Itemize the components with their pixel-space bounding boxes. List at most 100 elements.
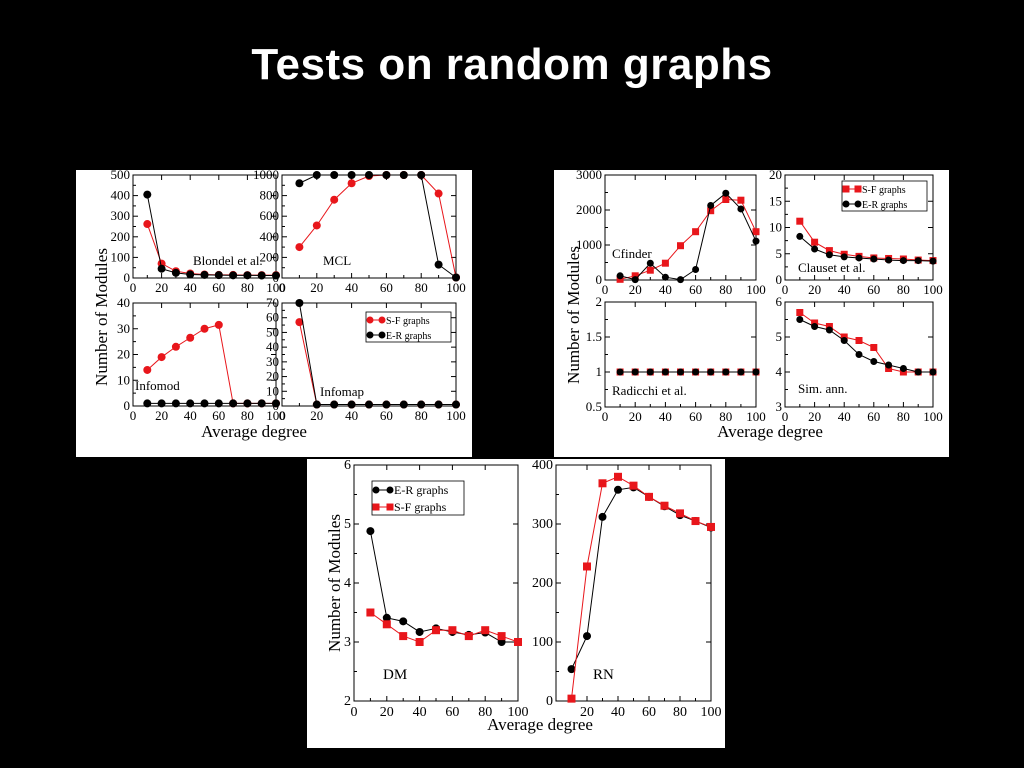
x-tick-label: 60 [642,705,656,720]
y-tick-label: 200 [532,576,553,591]
data-point [752,228,760,236]
x-tick-label: 80 [719,409,732,424]
data-point [616,272,624,280]
legend-marker [366,331,374,339]
series-line-1 [571,476,712,699]
y-tick-label: 30 [117,321,130,336]
legend-marker [386,503,394,511]
data-point [214,399,223,408]
y-tick-label: 2 [344,694,351,709]
data-point [660,501,669,510]
x-tick-label: 100 [446,280,466,295]
y-tick-label: 0 [124,270,131,285]
series-line-1 [370,612,519,643]
data-point [737,205,745,213]
data-point [330,195,339,204]
x-tick-label: 80 [241,280,254,295]
x-tick-label: 40 [184,280,197,295]
method-label: Radicchi et al. [612,383,687,398]
y-tick-label: 400 [532,459,553,473]
data-point [257,399,266,408]
data-point [415,638,424,646]
x-tick-label: 20 [629,409,642,424]
y-tick-label: 10 [769,220,782,235]
x-tick-label: 80 [719,282,732,297]
data-point [645,492,653,501]
method-label: Cfinder [612,246,652,261]
data-point [899,368,907,376]
method-label: Sim. ann. [798,381,847,396]
legend-marker [386,486,394,494]
series-line-1 [298,302,456,406]
data-point [811,323,819,330]
data-point [497,632,506,641]
y-tick-label: 400 [260,229,280,244]
data-point [811,245,819,253]
legend-marker [854,185,862,193]
y-tick-label: 1000 [253,170,279,182]
data-point [583,632,591,641]
data-point [481,626,490,635]
data-point [200,270,209,279]
y-tick-label: 40 [117,295,130,310]
x-tick-label: 60 [212,408,225,423]
data-point [567,694,576,703]
y-tick-label: 0.5 [586,399,602,414]
y-tick-label: 40 [266,339,279,354]
x-tick-label: 60 [380,280,393,295]
data-point [229,271,238,280]
data-point [143,399,152,408]
data-point [692,368,700,376]
y-tick-label: 0 [596,272,603,287]
x-tick-label: 60 [867,409,880,424]
data-point [661,368,669,376]
y-tick-label: 60 [266,310,279,325]
data-point [646,368,654,376]
data-point [295,243,304,252]
data-point [811,238,819,246]
y-tick-label: 400 [111,188,131,203]
y-tick-label: 5 [344,517,351,532]
x-axis-label: Average degree [717,422,823,441]
legend-label: E-R graphs [386,331,431,342]
data-point [914,368,922,376]
y-tick-label: 20 [117,347,130,362]
plot-frame [604,174,757,281]
data-point [171,342,180,351]
data-point [399,617,408,626]
data-point [434,260,443,269]
x-tick-label: 0 [602,282,609,297]
series-line-0 [369,530,518,643]
data-point [752,237,760,245]
data-point [692,266,700,273]
y-tick-label: 600 [260,208,280,223]
x-axis-label: Average degree [201,422,307,441]
data-point [432,626,440,635]
data-point [598,512,607,521]
x-tick-label: 100 [746,409,766,424]
data-point [870,255,878,263]
legend-label: S-F graphs [386,316,430,327]
data-point [752,368,760,376]
legend-marker [842,185,850,193]
data-point [382,400,391,409]
data-point [200,399,209,408]
method-label: RN [593,667,614,683]
x-tick-label: 40 [611,705,625,720]
data-point [722,196,730,203]
x-tick-label: 0 [351,705,358,720]
data-point [186,270,195,279]
y-tick-label: 15 [769,193,782,208]
y-tick-label: 50 [266,324,279,339]
x-tick-label: 0 [782,282,789,297]
x-tick-label: 100 [446,408,466,423]
data-point [598,479,607,488]
x-tick-label: 60 [867,282,880,297]
x-tick-label: 100 [508,705,529,720]
data-point [855,351,863,358]
data-point [257,271,266,280]
